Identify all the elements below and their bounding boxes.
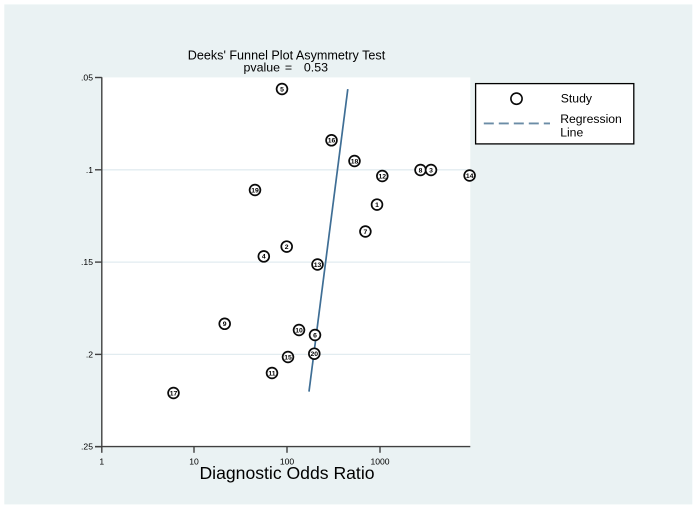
svg-text:5: 5: [280, 86, 284, 93]
svg-text:100: 100: [280, 456, 295, 466]
svg-text:0.53: 0.53: [304, 61, 328, 75]
svg-text:.25: .25: [81, 442, 93, 452]
svg-text:=: =: [285, 61, 292, 75]
svg-text:.2: .2: [86, 349, 93, 359]
svg-text:Deeks' Funnel Plot Asymmetry T: Deeks' Funnel Plot Asymmetry Test: [188, 49, 386, 63]
svg-text:7: 7: [364, 229, 368, 236]
svg-text:4: 4: [262, 254, 266, 261]
svg-text:Regression: Regression: [560, 112, 622, 126]
svg-text:.05: .05: [81, 73, 93, 83]
svg-text:12: 12: [379, 173, 387, 180]
svg-text:10: 10: [295, 327, 303, 334]
svg-text:pvalue: pvalue: [244, 61, 281, 75]
svg-text:10: 10: [189, 456, 199, 466]
svg-text:1: 1: [99, 456, 104, 466]
svg-text:17: 17: [170, 390, 178, 397]
svg-text:2: 2: [285, 244, 289, 251]
svg-text:11: 11: [268, 370, 275, 377]
svg-text:Diagnostic Odds Ratio: Diagnostic Odds Ratio: [199, 463, 374, 483]
svg-text:15: 15: [284, 354, 292, 361]
svg-text:20: 20: [311, 351, 319, 358]
svg-text:6: 6: [313, 332, 317, 339]
svg-text:16: 16: [328, 138, 336, 145]
svg-text:Line: Line: [560, 126, 583, 140]
svg-text:3: 3: [429, 167, 433, 174]
svg-text:18: 18: [351, 158, 359, 165]
svg-text:.1: .1: [86, 165, 93, 175]
svg-text:13: 13: [314, 262, 322, 269]
svg-text:1: 1: [375, 202, 379, 209]
svg-text:9: 9: [223, 321, 227, 328]
svg-text:14: 14: [466, 173, 474, 180]
svg-text:19: 19: [251, 187, 259, 194]
svg-text:Study: Study: [561, 92, 593, 106]
svg-text:8: 8: [419, 167, 423, 174]
svg-text:1000: 1000: [370, 456, 389, 466]
svg-text:.15: .15: [81, 257, 93, 267]
